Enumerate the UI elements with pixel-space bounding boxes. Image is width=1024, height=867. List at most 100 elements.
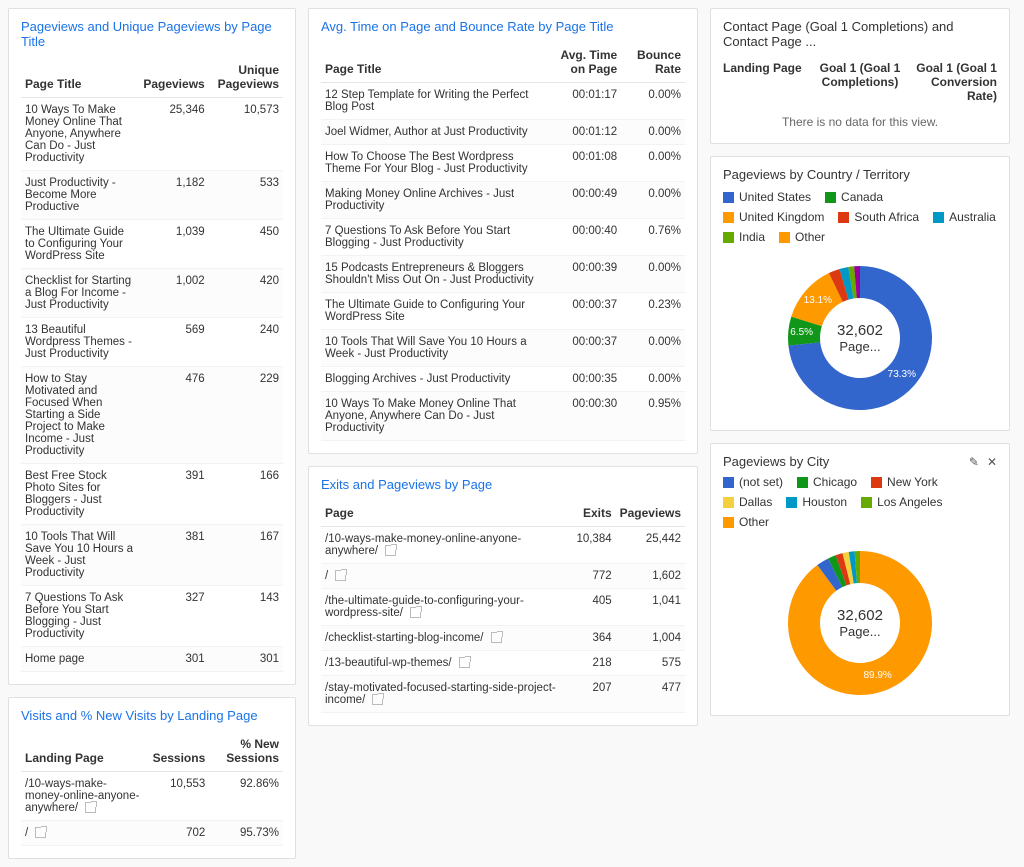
table-row[interactable]: 10 Tools That Will Save You 10 Hours a W… xyxy=(21,525,283,586)
table-avgtime: Page Title Avg. Time on Page Bounce Rate… xyxy=(321,42,685,441)
donut-city[interactable]: 89.9%32,602Page... xyxy=(780,543,940,703)
col-header[interactable]: Bounce Rate xyxy=(621,42,685,83)
cell: 1,182 xyxy=(139,171,208,220)
external-link-icon[interactable] xyxy=(335,570,346,581)
external-link-icon[interactable] xyxy=(491,632,502,643)
col-header[interactable]: Pageviews xyxy=(616,500,685,527)
col-header[interactable]: Sessions xyxy=(149,731,210,772)
table-row[interactable]: Blogging Archives - Just Productivity00:… xyxy=(321,367,685,392)
table-row[interactable]: The Ultimate Guide to Configuring Your W… xyxy=(21,220,283,269)
close-icon[interactable]: ✕ xyxy=(987,455,997,469)
external-link-icon[interactable] xyxy=(35,827,46,838)
legend-label: South Africa xyxy=(854,210,919,224)
legend-swatch xyxy=(723,192,734,203)
table-row[interactable]: Making Money Online Archives - Just Prod… xyxy=(321,182,685,219)
table-row[interactable]: 10 Ways To Make Money Online That Anyone… xyxy=(21,98,283,171)
table-row[interactable]: /the-ultimate-guide-to-configuring-your-… xyxy=(321,589,685,626)
cell: 477 xyxy=(616,676,685,713)
legend-label: Other xyxy=(739,515,769,529)
panel-title[interactable]: Visits and % New Visits by Landing Page xyxy=(21,708,283,723)
cell: Best Free Stock Photo Sites for Bloggers… xyxy=(21,464,139,525)
legend-item[interactable]: Other xyxy=(779,230,825,244)
table-row[interactable]: Best Free Stock Photo Sites for Bloggers… xyxy=(21,464,283,525)
legend-item[interactable]: India xyxy=(723,230,765,244)
table-row[interactable]: 10 Tools That Will Save You 10 Hours a W… xyxy=(321,330,685,367)
col-header[interactable]: Avg. Time on Page xyxy=(544,42,622,83)
table-row[interactable]: 13 Beautiful Wordpress Themes - Just Pro… xyxy=(21,318,283,367)
table-row[interactable]: The Ultimate Guide to Configuring Your W… xyxy=(321,293,685,330)
col-header[interactable]: Pageviews xyxy=(139,57,208,98)
legend-label: United States xyxy=(739,190,811,204)
table-row[interactable]: How To Choose The Best Wordpress Theme F… xyxy=(321,145,685,182)
table-row[interactable]: 15 Podcasts Entrepreneurs & Bloggers Sho… xyxy=(321,256,685,293)
legend-item[interactable]: Other xyxy=(723,515,769,529)
donut-country[interactable]: 73.3%6.5%13.1%32,602Page... xyxy=(780,258,940,418)
legend-item[interactable]: (not set) xyxy=(723,475,783,489)
external-link-icon[interactable] xyxy=(410,607,421,618)
cell: 00:00:39 xyxy=(544,256,622,293)
legend-item[interactable]: South Africa xyxy=(838,210,919,224)
cell: 301 xyxy=(209,647,283,672)
legend-item[interactable]: Canada xyxy=(825,190,883,204)
col-header[interactable]: Page xyxy=(321,500,572,527)
cell: 0.23% xyxy=(621,293,685,330)
table-row[interactable]: / 70295.73% xyxy=(21,821,283,846)
col-header[interactable]: Exits xyxy=(572,500,615,527)
cell: 00:00:37 xyxy=(544,330,622,367)
legend-country: United States CanadaUnited Kingdom South A… xyxy=(723,190,997,244)
col-header[interactable]: Page Title xyxy=(321,42,544,83)
panel-title[interactable]: Pageviews and Unique Pageviews by Page T… xyxy=(21,19,283,49)
legend-item[interactable]: Dallas xyxy=(723,495,772,509)
col-header[interactable]: % New Sessions xyxy=(209,731,283,772)
table-row[interactable]: 7 Questions To Ask Before You Start Blog… xyxy=(321,219,685,256)
cell: 166 xyxy=(209,464,283,525)
legend-label: Australia xyxy=(949,210,996,224)
table-row[interactable]: Joel Widmer, Author at Just Productivity… xyxy=(321,120,685,145)
table-row[interactable]: Home page301301 xyxy=(21,647,283,672)
panel-title[interactable]: Avg. Time on Page and Bounce Rate by Pag… xyxy=(321,19,685,34)
cell: 420 xyxy=(209,269,283,318)
legend-item[interactable]: Chicago xyxy=(797,475,857,489)
external-link-icon[interactable] xyxy=(459,657,470,668)
panel-title[interactable]: Exits and Pageviews by Page xyxy=(321,477,685,492)
table-row[interactable]: /checklist-starting-blog-income/ 3641,00… xyxy=(321,626,685,651)
col-header[interactable]: Goal 1 (Goal 1 Completions) xyxy=(814,61,905,103)
cell: 0.00% xyxy=(621,145,685,182)
edit-icon[interactable]: ✎ xyxy=(969,455,979,469)
external-link-icon[interactable] xyxy=(85,802,96,813)
goal-headers: Landing Page Goal 1 (Goal 1 Completions)… xyxy=(723,57,997,111)
col-header[interactable]: Goal 1 (Goal 1 Conversion Rate) xyxy=(906,61,997,103)
external-link-icon[interactable] xyxy=(372,694,383,705)
cell: 301 xyxy=(139,647,208,672)
legend-item[interactable]: Houston xyxy=(786,495,847,509)
table-row[interactable]: / 7721,602 xyxy=(321,564,685,589)
legend-label: Dallas xyxy=(739,495,772,509)
legend-item[interactable]: Los Angeles xyxy=(861,495,942,509)
table-row[interactable]: How to Stay Motivated and Focused When S… xyxy=(21,367,283,464)
legend-item[interactable]: New York xyxy=(871,475,938,489)
cell: The Ultimate Guide to Configuring Your W… xyxy=(321,293,544,330)
col-header[interactable]: Landing Page xyxy=(723,61,814,103)
table-row[interactable]: /stay-motivated-focused-starting-side-pr… xyxy=(321,676,685,713)
legend-item[interactable]: United Kingdom xyxy=(723,210,824,224)
col-header[interactable]: Landing Page xyxy=(21,731,149,772)
col-header[interactable]: Page Title xyxy=(21,57,139,98)
table-row[interactable]: Just Productivity - Become More Producti… xyxy=(21,171,283,220)
donut-center: 32,602Page... xyxy=(780,258,940,418)
legend-swatch xyxy=(861,497,872,508)
table-row[interactable]: 10 Ways To Make Money Online That Anyone… xyxy=(321,392,685,441)
panel-avgtime-bounce: Avg. Time on Page and Bounce Rate by Pag… xyxy=(308,8,698,454)
cell: /10-ways-make-money-online-anyone-anywhe… xyxy=(321,527,572,564)
table-row[interactable]: Checklist for Starting a Blog For Income… xyxy=(21,269,283,318)
cell: 7 Questions To Ask Before You Start Blog… xyxy=(21,586,139,647)
table-row[interactable]: 7 Questions To Ask Before You Start Blog… xyxy=(21,586,283,647)
external-link-icon[interactable] xyxy=(385,545,396,556)
table-row[interactable]: /13-beautiful-wp-themes/ 218575 xyxy=(321,651,685,676)
legend-item[interactable]: Australia xyxy=(933,210,996,224)
table-row[interactable]: 12 Step Template for Writing the Perfect… xyxy=(321,83,685,120)
table-row[interactable]: /10-ways-make-money-online-anyone-anywhe… xyxy=(321,527,685,564)
col-header[interactable]: Unique Pageviews xyxy=(209,57,283,98)
cell: 327 xyxy=(139,586,208,647)
legend-item[interactable]: United States xyxy=(723,190,811,204)
table-row[interactable]: /10-ways-make-money-online-anyone-anywhe… xyxy=(21,772,283,821)
